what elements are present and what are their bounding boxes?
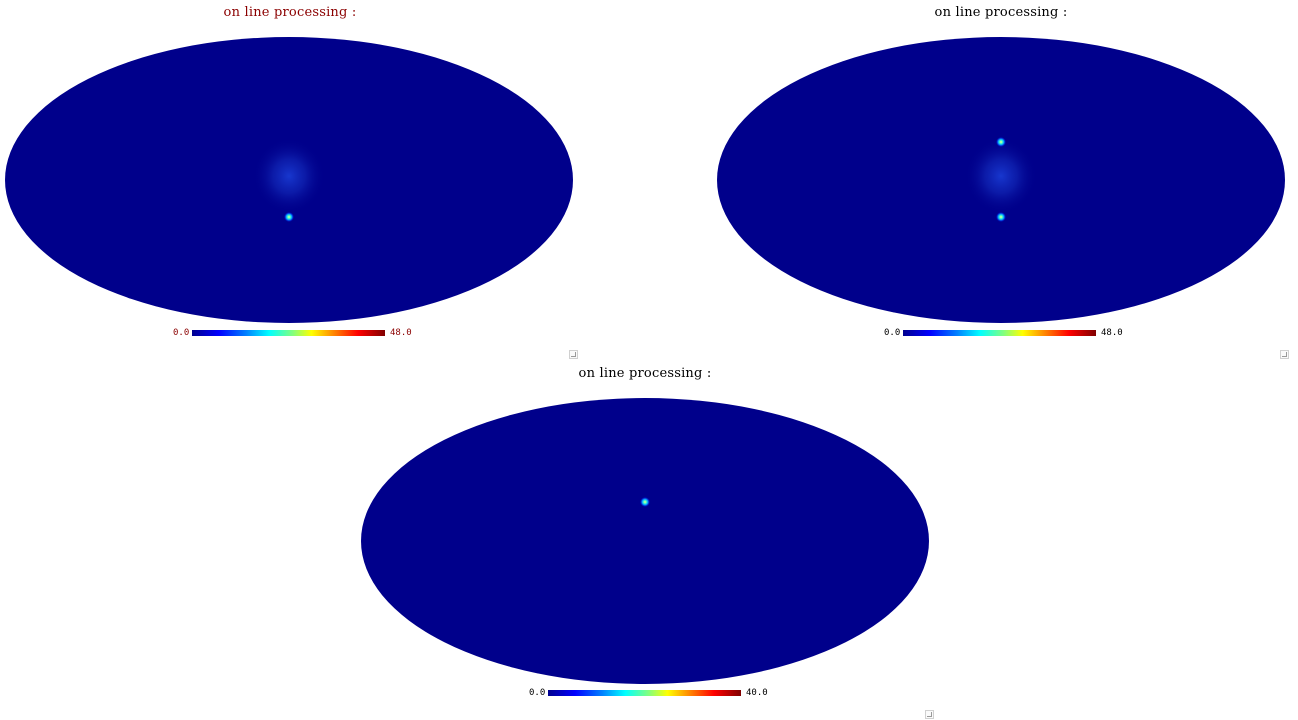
panel-1-diffuse-glow bbox=[253, 138, 325, 214]
panel-2-diffuse-glow bbox=[965, 138, 1037, 214]
panel-3-hotspot-1 bbox=[640, 497, 650, 507]
panel-2-colorbar-max-label: 48.0 bbox=[1101, 328, 1123, 338]
panel-1-colorbar bbox=[192, 330, 385, 336]
panel-2-hotspot-1 bbox=[996, 137, 1006, 147]
panel-1-colorbar-max-label: 48.0 bbox=[390, 328, 412, 338]
panel-3-resize-handle[interactable] bbox=[925, 710, 934, 719]
panel-3-colorbar bbox=[548, 690, 741, 696]
panel-3-colorbar-max-label: 40.0 bbox=[746, 688, 768, 698]
panel-2-title: on line processing : bbox=[934, 5, 1068, 20]
panel-3-title: on line processing : bbox=[578, 366, 712, 381]
panel-1-title: on line processing : bbox=[223, 5, 357, 20]
panel-2-hotspot-2 bbox=[996, 212, 1006, 222]
panel-1-colorbar-min-label: 0.0 bbox=[173, 328, 190, 338]
panel-1-resize-handle[interactable] bbox=[569, 350, 578, 359]
panel-2-resize-handle[interactable] bbox=[1280, 350, 1289, 359]
panel-3-colorbar-min-label: 0.0 bbox=[529, 688, 546, 698]
panel-3-sky-ellipse bbox=[361, 398, 929, 684]
panel-1-mollweide-map bbox=[5, 37, 573, 323]
panel-2-colorbar bbox=[903, 330, 1096, 336]
panel-2-mollweide-map bbox=[717, 37, 1285, 323]
panel-2-colorbar-min-label: 0.0 bbox=[884, 328, 901, 338]
panel-3-mollweide-map bbox=[361, 398, 929, 684]
panel-1-hotspot-1 bbox=[284, 212, 294, 222]
